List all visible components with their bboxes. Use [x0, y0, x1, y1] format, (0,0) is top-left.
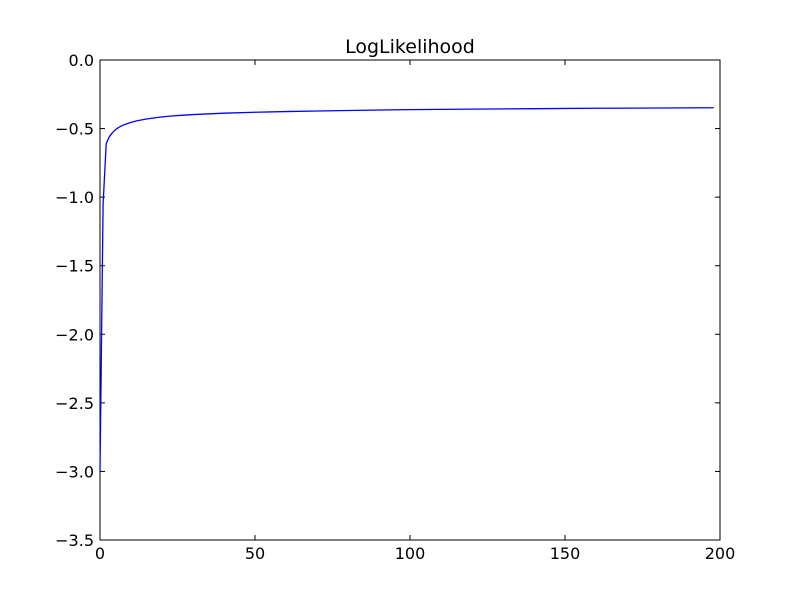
- chart-title: LogLikelihood: [345, 36, 475, 58]
- y-tick-label: −2.0: [55, 325, 94, 344]
- x-tick-label: 50: [245, 544, 265, 563]
- x-tick-label: 100: [395, 544, 426, 563]
- x-tick-label: 200: [705, 544, 736, 563]
- y-tick-label: −3.5: [55, 531, 94, 550]
- y-tick-label: −3.0: [55, 462, 94, 481]
- ticks-layer: 0 50 100 150 200 0.0 −0.5 −1.0 −1.5 −2.0 −2.5 −3.0 −…: [55, 51, 735, 563]
- y-tick-label: −1.0: [55, 188, 94, 207]
- y-tick-label: −1.5: [55, 257, 94, 276]
- x-tick-label: 150: [550, 544, 581, 563]
- y-tick-label: −0.5: [55, 120, 94, 139]
- series-line: [99, 107, 714, 472]
- y-tick-label: −2.5: [55, 394, 94, 413]
- y-tick-label: 0.0: [69, 51, 94, 70]
- series-layer: [99, 107, 714, 472]
- x-tick-label: 0: [95, 544, 105, 563]
